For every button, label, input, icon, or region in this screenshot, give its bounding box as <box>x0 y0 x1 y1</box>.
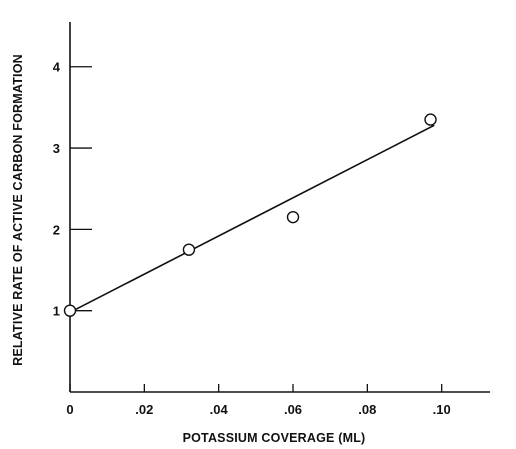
x-tick-label: .04 <box>210 402 229 417</box>
fit-line-group <box>69 124 435 314</box>
x-tick-label: 0 <box>66 402 73 417</box>
data-point <box>63 304 77 317</box>
fit-line <box>69 124 435 314</box>
x-tick-label: .02 <box>135 402 153 417</box>
y-tick-label: 4 <box>53 60 61 75</box>
y-tick-label: 3 <box>53 141 60 156</box>
x-tick-label: .08 <box>358 402 376 417</box>
x-tick-label: .10 <box>433 402 451 417</box>
data-points <box>63 113 437 317</box>
axes <box>69 22 490 393</box>
data-point <box>286 210 300 224</box>
data-point <box>182 243 196 256</box>
y-axis-title: RELATIVE RATE OF ACTIVE CARBON FORMATION <box>11 54 25 366</box>
data-point <box>424 113 437 126</box>
y-tick-label: 1 <box>53 304 60 319</box>
x-axis-ticks: 0 .02 .04 .06 .08 .10 <box>66 384 451 417</box>
x-axis-title: POTASSIUM COVERAGE (ML) <box>183 431 366 445</box>
y-axis-ticks: 1 2 3 4 <box>53 60 92 319</box>
x-tick-label: .06 <box>284 402 302 417</box>
y-tick-label: 2 <box>53 222 60 237</box>
